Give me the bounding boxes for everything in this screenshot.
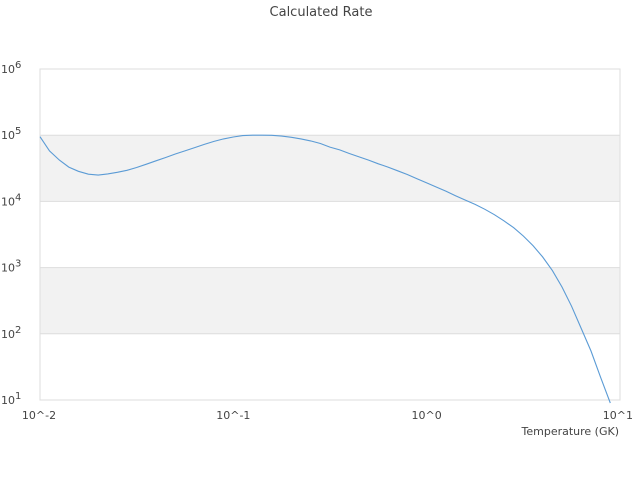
plot-band [40, 267, 620, 334]
plot-frame [39, 68, 621, 401]
grid-lines [40, 68, 620, 401]
chart-title: Calculated Rate [270, 5, 373, 20]
y-tick-label: 101 [1, 391, 21, 407]
x-tick-label: 10^-1 [216, 409, 250, 422]
y-tick-label: 106 [1, 60, 21, 76]
y-tick-label: 105 [1, 126, 21, 142]
x-tick-label: 10^0 [412, 409, 442, 422]
x-axis-ticks: 10^-2 10^-1 10^0 10^1 [22, 409, 633, 422]
plot-bands [40, 135, 620, 334]
y-tick-label: 102 [1, 325, 21, 341]
series-layer [39, 134, 611, 404]
y-axis-ticks: 101 102 103 104 105 106 [1, 60, 21, 407]
y-tick-label: 103 [1, 259, 21, 275]
series-line [39, 134, 611, 404]
x-axis-label: Temperature (GK) [521, 425, 620, 438]
x-tick-label: 10^1 [603, 409, 633, 422]
plot-band [40, 135, 620, 202]
y-tick-label: 104 [1, 192, 21, 208]
x-tick-label: 10^-2 [22, 409, 56, 422]
